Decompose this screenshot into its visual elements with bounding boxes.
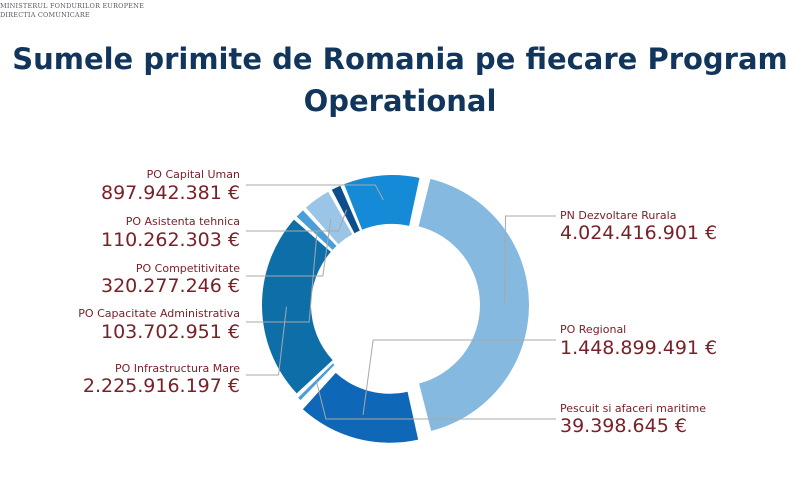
slice-label-po-infrastructura-mare: PO Infrastructura Mare [115, 362, 240, 375]
slice-po-capital-uman [344, 174, 420, 230]
slice-value-po-capital-uman: 897.942.381 € [101, 182, 240, 204]
slice-po-asistenta-tehnica [331, 185, 360, 234]
slice-label-pn-dezvoltare-rurala: PN Dezvoltare Rurala [560, 209, 676, 222]
slice-label-po-competitivitate: PO Competitivitate [136, 262, 240, 275]
slice-value-pescuit-si-afaceri-maritime: 39.398.645 € [560, 415, 687, 437]
slice-value-po-infrastructura-mare: 2.225.916.197 € [83, 375, 240, 397]
chart-title-line-2: Operational [303, 84, 497, 118]
slice-label-po-regional: PO Regional [560, 323, 626, 336]
slice-label-pescuit-si-afaceri-maritime: Pescuit si afaceri maritime [560, 402, 706, 415]
slice-po-infrastructura-mare [262, 219, 333, 394]
chart-title-line-1: Sumele primite de Romania pe fiecare Pro… [12, 42, 788, 76]
leader-line-pn-dezvoltare-rurala [503, 215, 556, 305]
slice-value-po-asistenta-tehnica: 110.262.303 € [101, 229, 240, 251]
chart-title: Sumele primite de Romania pe fiecare Pro… [0, 38, 800, 122]
slice-po-regional [302, 372, 419, 443]
slice-label-po-capacitate-administrativa: PO Capacitate Administrativa [78, 307, 240, 320]
slice-label-po-capital-uman: PO Capital Uman [147, 168, 240, 181]
slice-po-capacitate-administrativa [296, 210, 337, 250]
slice-value-pn-dezvoltare-rurala: 4.024.416.901 € [560, 222, 717, 244]
slice-label-po-asistenta-tehnica: PO Asistenta tehnica [126, 215, 240, 228]
leader-line-po-competitivitate [246, 218, 332, 277]
slice-value-po-capacitate-administrativa: 103.702.951 € [101, 321, 240, 343]
leader-line-pescuit-si-afaceri-maritime [316, 381, 556, 420]
logo-line-1: MINISTERUL FONDURILOR EUROPENE [0, 2, 145, 10]
leader-line-po-asistenta-tehnica [246, 209, 348, 232]
slice-value-po-competitivitate: 320.277.246 € [101, 275, 240, 297]
slice-pn-dezvoltare-rurala [418, 178, 529, 431]
slice-po-competitivitate [305, 191, 353, 245]
leader-line-po-infrastructura-mare [246, 306, 288, 376]
logo-line-2: DIRECTIA COMUNICARE [0, 11, 90, 19]
slice-value-po-regional: 1.448.899.491 € [560, 337, 717, 359]
leader-line-po-capacitate-administrativa [246, 230, 318, 323]
leader-line-po-capital-uman [246, 184, 384, 201]
leader-line-po-regional [362, 339, 556, 415]
ministry-logo: MINISTERUL FONDURILOR EUROPENE DIRECTIA … [0, 2, 160, 20]
